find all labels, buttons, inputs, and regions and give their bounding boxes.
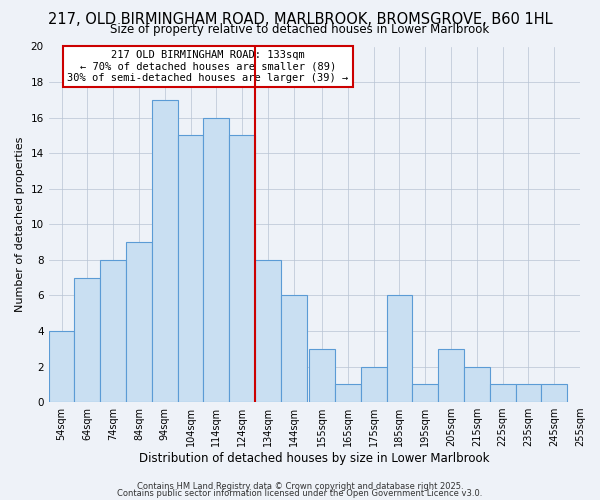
Text: 217, OLD BIRMINGHAM ROAD, MARLBROOK, BROMSGROVE, B60 1HL: 217, OLD BIRMINGHAM ROAD, MARLBROOK, BRO…: [47, 12, 553, 28]
Text: Contains HM Land Registry data © Crown copyright and database right 2025.: Contains HM Land Registry data © Crown c…: [137, 482, 463, 491]
X-axis label: Distribution of detached houses by size in Lower Marlbrook: Distribution of detached houses by size …: [139, 452, 490, 465]
Bar: [490, 384, 515, 402]
Bar: [412, 384, 438, 402]
Bar: [74, 278, 100, 402]
Bar: [126, 242, 152, 402]
Bar: [541, 384, 567, 402]
Bar: [386, 296, 412, 402]
Y-axis label: Number of detached properties: Number of detached properties: [15, 136, 25, 312]
Text: 217 OLD BIRMINGHAM ROAD: 133sqm
← 70% of detached houses are smaller (89)
30% of: 217 OLD BIRMINGHAM ROAD: 133sqm ← 70% of…: [67, 50, 349, 84]
Bar: [464, 366, 490, 402]
Bar: [438, 348, 464, 402]
Bar: [203, 118, 229, 402]
Bar: [281, 296, 307, 402]
Bar: [361, 366, 386, 402]
Bar: [229, 136, 255, 402]
Bar: [335, 384, 361, 402]
Bar: [178, 136, 203, 402]
Bar: [49, 331, 74, 402]
Text: Size of property relative to detached houses in Lower Marlbrook: Size of property relative to detached ho…: [110, 22, 490, 36]
Bar: [515, 384, 541, 402]
Bar: [255, 260, 281, 402]
Bar: [152, 100, 178, 402]
Bar: [309, 348, 335, 402]
Text: Contains public sector information licensed under the Open Government Licence v3: Contains public sector information licen…: [118, 489, 482, 498]
Bar: [100, 260, 126, 402]
